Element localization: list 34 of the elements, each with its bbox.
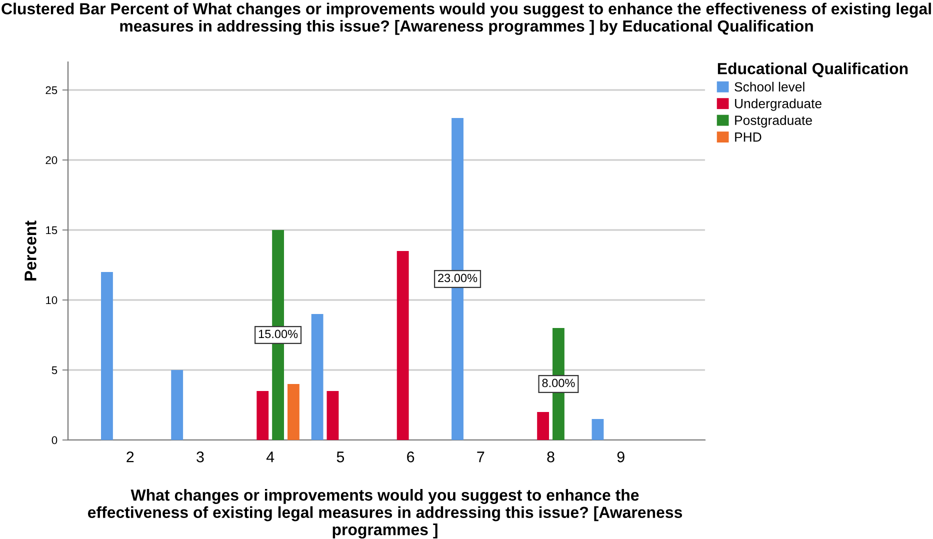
y-tick-label: 25 <box>46 86 58 94</box>
legend-label: Postgraduate <box>735 115 812 128</box>
legend-label: PHD <box>735 132 762 142</box>
bar <box>592 419 604 440</box>
data-label: 15.00% <box>258 330 298 338</box>
legend-label: School level <box>734 82 804 92</box>
x-tick-label: 9 <box>617 452 624 462</box>
y-tick-label: 0 <box>52 436 58 444</box>
x-tick-label: 2 <box>126 452 134 462</box>
bar <box>256 391 269 440</box>
legend-label: Undergraduate <box>735 98 822 111</box>
data-label: 8.00% <box>542 378 575 388</box>
y-tick-label: 20 <box>46 156 58 164</box>
bar <box>101 272 113 440</box>
chart-title: Clustered Bar Percent of What changes or improvements would you suggest to enhance the effectiveness of existing legal measures in addressing this issue? [Awareness programmes ] by Educational Qualification <box>2 2 931 35</box>
y-axis-title: Percent <box>24 220 36 280</box>
x-tick-label: 7 <box>477 452 484 462</box>
x-tick-label: 4 <box>266 452 274 462</box>
bar <box>396 251 409 440</box>
bar <box>326 391 339 440</box>
legend-title: Educational Qualification <box>718 62 908 78</box>
x-tick-label: 8 <box>547 452 554 462</box>
y-tick-label: 5 <box>52 366 58 374</box>
x-tick-label: 6 <box>407 452 414 462</box>
bar <box>288 384 300 440</box>
data-label: 23.00% <box>438 274 478 282</box>
y-tick-label: 10 <box>46 296 58 304</box>
x-tick-label: 5 <box>336 452 344 462</box>
y-tick-label: 15 <box>46 226 58 234</box>
bar <box>311 314 324 440</box>
bar <box>537 412 550 440</box>
bar <box>171 370 184 440</box>
x-axis-title: What changes or improvements would you suggest to enhance the effectiveness of existing legal measures in addressing this issue? [Awareness programmes ] <box>88 489 682 539</box>
x-tick-label: 3 <box>196 452 204 462</box>
